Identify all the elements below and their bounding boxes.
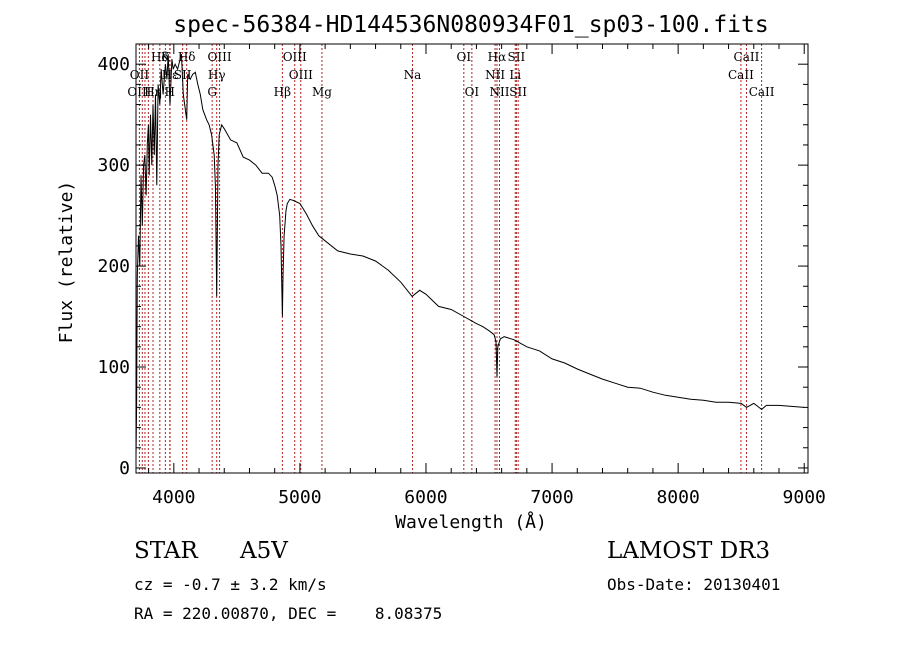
line-label: SII	[509, 85, 527, 99]
line-label: OI	[465, 85, 480, 99]
y-tick-label: 0	[119, 458, 130, 479]
line-label: Hδ	[151, 50, 169, 64]
line-label: Na	[404, 68, 422, 82]
line-label: Hβ	[274, 85, 291, 99]
y-tick-label: 200	[97, 256, 130, 277]
line-label: G	[207, 85, 217, 99]
obs-date-text: Obs-Date: 20130401	[607, 575, 781, 594]
line-label: CaII	[749, 85, 775, 99]
y-axis: 0 100 200 300 400	[97, 54, 808, 479]
coordinates-text: RA = 220.00870, DEC = 8.08375	[134, 604, 443, 623]
x-tick-label: 5000	[278, 487, 321, 508]
line-label: SII	[508, 50, 526, 64]
line-label: Hδ	[178, 50, 196, 64]
line-label: K	[161, 50, 171, 64]
line-label: OIII	[283, 50, 307, 64]
line-label: NII	[489, 85, 509, 99]
line-label: OII	[130, 68, 150, 82]
survey-name: LAMOST DR3	[607, 538, 771, 564]
chart-title: spec-56384-HD144536N080934F01_sp03-100.f…	[173, 12, 768, 38]
x-tick-label: 7000	[530, 487, 573, 508]
x-tick-label: 8000	[656, 487, 699, 508]
y-tick-label: 400	[97, 54, 130, 75]
line-label: CaII	[728, 68, 754, 82]
line-label: OIII	[208, 50, 232, 64]
x-axis: 4000 5000 6000 7000 8000 9000	[148, 44, 826, 508]
x-tick-label: 4000	[152, 487, 195, 508]
y-tick-label: 300	[97, 155, 130, 176]
line-label: Li	[509, 68, 521, 82]
line-label: Mg	[312, 85, 332, 99]
y-axis-label: Flux (relative)	[56, 181, 77, 344]
line-markers	[138, 44, 763, 473]
redshift-text: cz = -0.7 ± 3.2 km/s	[134, 575, 327, 594]
x-tick-label: 6000	[404, 487, 447, 508]
line-label: OIII	[127, 85, 151, 99]
line-label: OI	[457, 50, 472, 64]
object-class: STAR	[134, 538, 198, 564]
line-label: NII	[485, 68, 505, 82]
line-label: Hγ	[208, 68, 226, 82]
line-label: OIII	[289, 68, 313, 82]
line-label: Hα	[488, 50, 507, 64]
object-subclass: A5V	[240, 538, 288, 564]
x-axis-label: Wavelength (Å)	[395, 511, 547, 533]
y-tick-label: 100	[97, 357, 130, 378]
line-label: CaII	[734, 50, 760, 64]
spectrum-line	[135, 53, 805, 458]
x-tick-label: 9000	[783, 487, 826, 508]
line-label: Hη	[144, 85, 162, 99]
plot-frame	[135, 43, 809, 474]
